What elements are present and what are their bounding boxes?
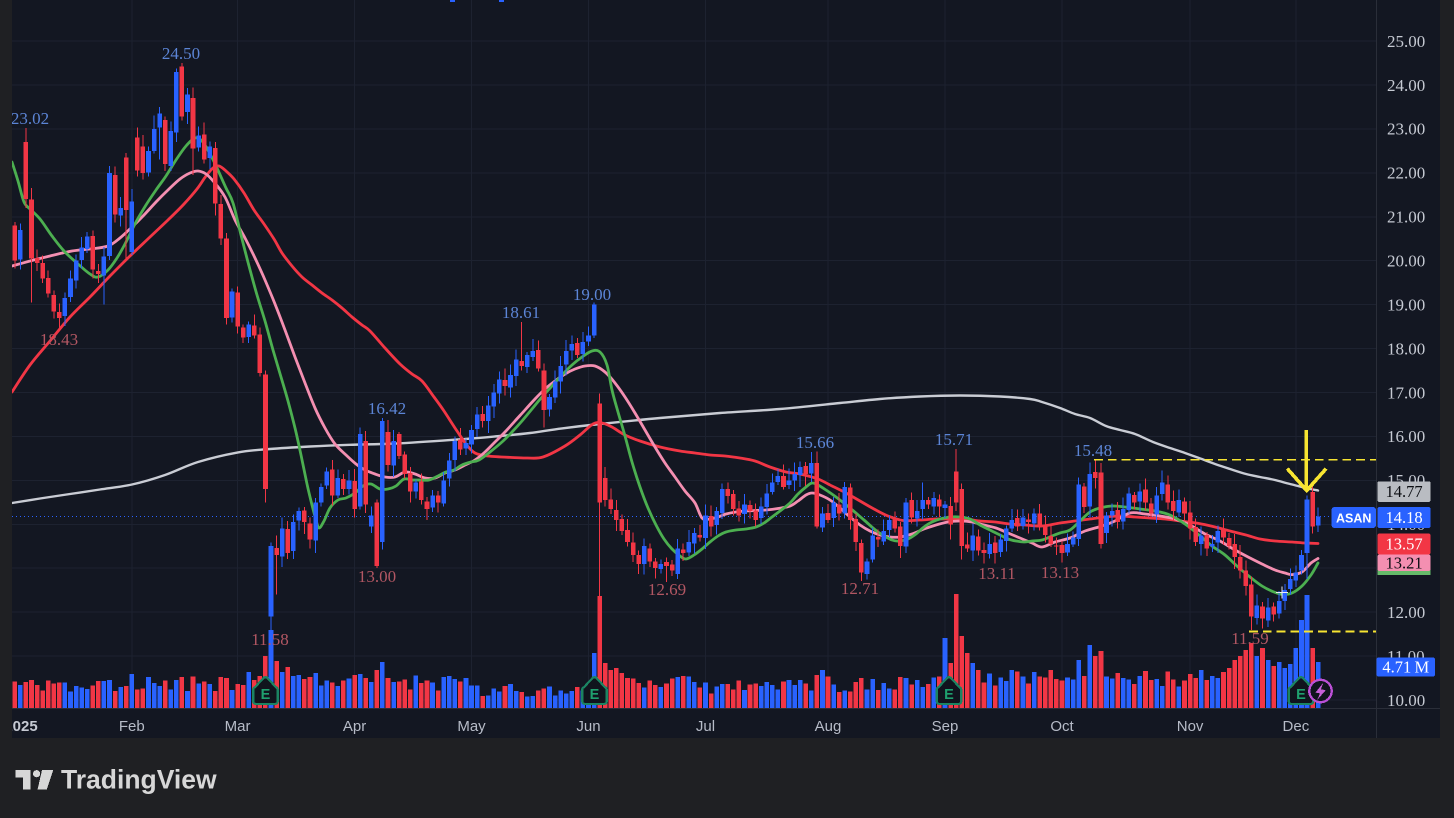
svg-text:18.43: 18.43 — [40, 330, 78, 349]
svg-text:13.13: 13.13 — [1041, 563, 1079, 582]
svg-text:10.00: 10.00 — [1387, 691, 1425, 710]
svg-text:25.00: 25.00 — [1387, 32, 1425, 51]
svg-text:17.00: 17.00 — [1387, 383, 1425, 402]
svg-text:12.00: 12.00 — [1387, 603, 1425, 622]
svg-text:19.00: 19.00 — [573, 285, 611, 304]
svg-text:Apr: Apr — [343, 718, 366, 735]
svg-text:TradingView: TradingView — [61, 765, 217, 795]
svg-text:Dec: Dec — [1283, 718, 1310, 735]
svg-text:13.11: 13.11 — [978, 564, 1016, 583]
svg-text:12.69: 12.69 — [648, 580, 686, 599]
svg-text:Aug: Aug — [815, 718, 842, 735]
svg-text:24.50: 24.50 — [162, 44, 200, 63]
svg-text:E: E — [1296, 687, 1306, 703]
svg-text:E: E — [590, 687, 600, 703]
svg-text:ASAN: ASAN — [1336, 512, 1371, 526]
svg-text:15.66: 15.66 — [796, 433, 834, 452]
svg-text:21.00: 21.00 — [1387, 208, 1425, 227]
svg-text:19.00: 19.00 — [1387, 295, 1425, 314]
svg-text:14.77: 14.77 — [1385, 482, 1422, 501]
svg-text:16.00: 16.00 — [1387, 427, 1425, 446]
svg-text:12.71: 12.71 — [841, 579, 879, 598]
svg-text:Feb: Feb — [119, 718, 145, 735]
svg-text:4.71 M: 4.71 M — [1382, 658, 1429, 677]
svg-text:13.57: 13.57 — [1385, 535, 1422, 554]
svg-text:16.42: 16.42 — [368, 399, 406, 418]
svg-text:Oct: Oct — [1050, 718, 1074, 735]
svg-text:22.00: 22.00 — [1387, 164, 1425, 183]
svg-text:18.61: 18.61 — [502, 303, 540, 322]
svg-text:11.58: 11.58 — [251, 630, 289, 649]
svg-text:E: E — [261, 687, 271, 703]
svg-text:13.00: 13.00 — [358, 567, 396, 586]
svg-text:May: May — [457, 718, 486, 735]
svg-text:Mar: Mar — [225, 718, 251, 735]
svg-text:Jul: Jul — [696, 718, 715, 735]
svg-text:23.00: 23.00 — [1387, 120, 1425, 139]
svg-text:E: E — [944, 687, 954, 703]
svg-text:Nov: Nov — [1177, 718, 1204, 735]
svg-text:20.00: 20.00 — [1387, 252, 1425, 271]
svg-text:11.59: 11.59 — [1231, 629, 1269, 648]
svg-text:14.18: 14.18 — [1385, 508, 1422, 527]
svg-text:Sep: Sep — [932, 718, 959, 735]
svg-text:15.48: 15.48 — [1074, 441, 1112, 460]
svg-text:24.00: 24.00 — [1387, 76, 1425, 95]
svg-text:15.71: 15.71 — [935, 430, 973, 449]
svg-text:Jun: Jun — [576, 718, 600, 735]
svg-text:13.21: 13.21 — [1385, 553, 1422, 572]
svg-text:23.02: 23.02 — [11, 109, 49, 128]
svg-text:2025: 2025 — [4, 718, 37, 735]
svg-text:18.00: 18.00 — [1387, 339, 1425, 358]
